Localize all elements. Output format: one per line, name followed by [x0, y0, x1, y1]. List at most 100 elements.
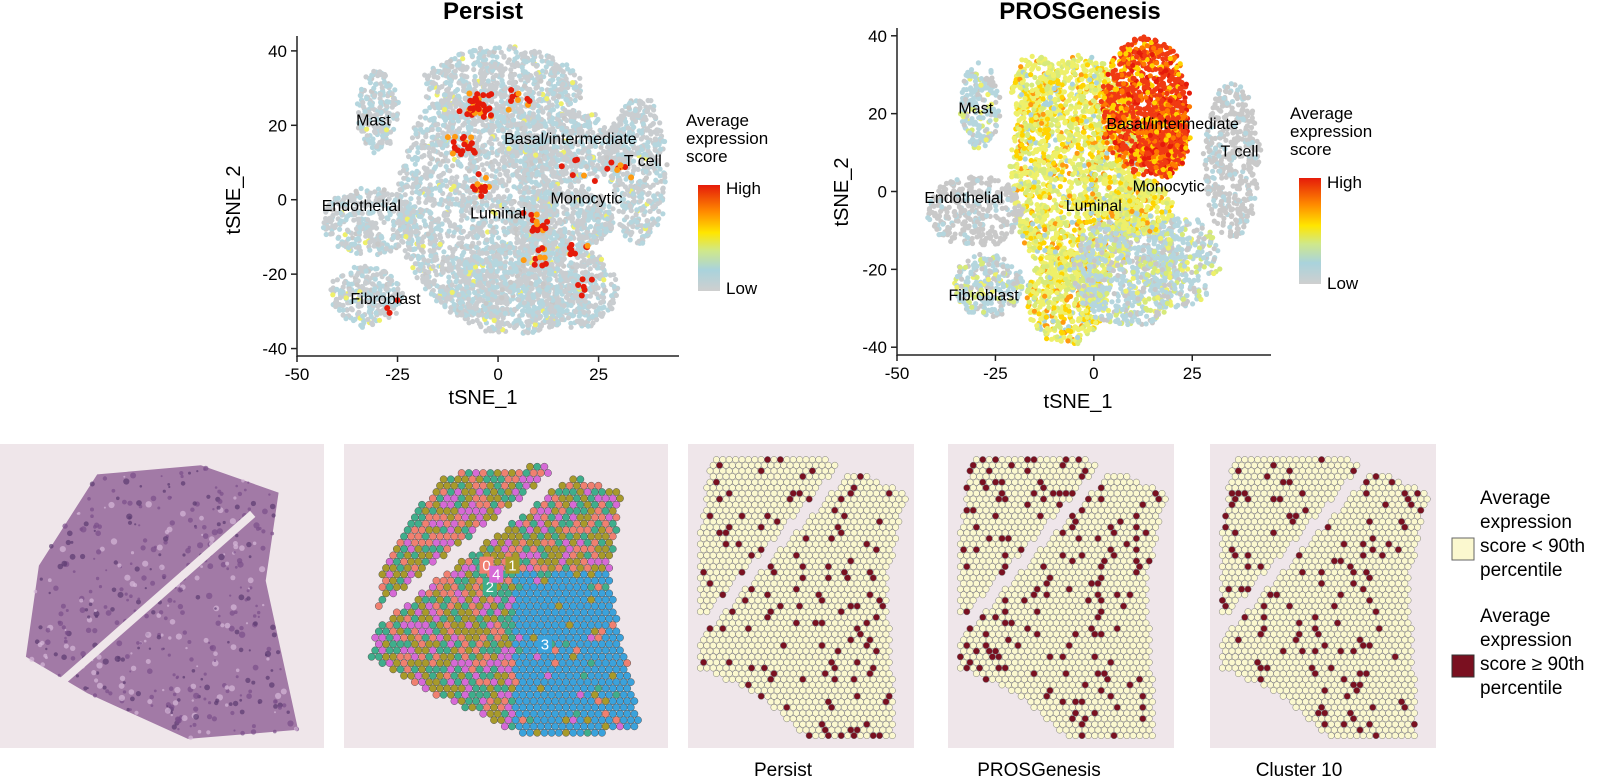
tsne-point [471, 66, 477, 73]
tsne-point [494, 268, 500, 274]
tsne-point [507, 250, 513, 256]
tsne-point [520, 241, 526, 247]
tsne-point [586, 155, 592, 161]
tsne-point [489, 141, 495, 147]
tsne-point [427, 153, 433, 159]
tsne-point [408, 196, 414, 202]
tsne-point [516, 249, 522, 255]
tsne-point [634, 207, 640, 213]
tsne-point [449, 289, 455, 295]
tsne-point [536, 300, 543, 306]
tsne-point [645, 139, 651, 145]
tsne-point [447, 168, 453, 174]
tsne-point [444, 183, 450, 189]
tsne-point [576, 313, 582, 319]
tsne-point [415, 149, 421, 155]
tsne-point [518, 320, 524, 327]
tsne-point [638, 130, 645, 136]
tsne-point [408, 145, 415, 151]
tsne-point [595, 162, 601, 168]
tsne-point [562, 275, 568, 281]
tsne-point [572, 293, 578, 299]
tsne-point [453, 88, 459, 94]
tsne-point [576, 231, 582, 238]
tsne-point [494, 105, 500, 111]
tsne-point [543, 195, 549, 201]
tsne-point [472, 254, 478, 260]
tsne-point [438, 227, 444, 233]
tsne-point [405, 177, 411, 183]
tsne-point [658, 193, 664, 199]
tsne-point [575, 178, 582, 184]
tsne-point [634, 219, 640, 225]
tsne-point [486, 191, 493, 197]
tsne-point [423, 199, 429, 205]
tsne-point [483, 257, 489, 263]
tsne-point [502, 269, 508, 275]
tsne-point [546, 60, 552, 66]
tsne-point [447, 179, 453, 185]
tsne-point [499, 295, 505, 301]
tsne-point [426, 209, 433, 215]
tsne-point [575, 298, 581, 304]
tsne-point [475, 282, 481, 288]
tsne-point [448, 294, 454, 300]
tsne-point [542, 310, 548, 316]
tsne-point [583, 164, 590, 170]
tsne-point [430, 202, 436, 208]
tsne-point [609, 147, 615, 153]
tsne-point [520, 68, 526, 74]
tsne-point [525, 303, 531, 309]
tsne-point [581, 225, 587, 231]
tsne-point [535, 310, 542, 316]
tsne-point [466, 320, 472, 326]
tsne-point [558, 152, 564, 158]
tsne-point [438, 98, 445, 104]
tsne-point [604, 216, 611, 222]
tsne-point [549, 102, 555, 108]
tsne-point [475, 268, 481, 274]
tsne-point [466, 168, 472, 174]
tsne-point [421, 152, 427, 159]
tsne-point [519, 196, 525, 202]
tsne-point [424, 166, 430, 172]
tsne-point [623, 110, 629, 116]
tsne-point [641, 183, 647, 190]
tsne-point [504, 229, 510, 236]
tsne-point [595, 285, 601, 291]
tsne-point [507, 323, 513, 329]
tsne-point [526, 189, 532, 195]
tsne-point [474, 143, 480, 149]
tsne-point [493, 101, 499, 107]
tsne-point [650, 182, 656, 188]
tsne-point [652, 113, 658, 119]
tsne-point [485, 291, 491, 297]
tsne-point [499, 77, 505, 84]
tsne-point [437, 162, 443, 168]
tsne-point [463, 207, 469, 214]
tsne-point [479, 162, 485, 168]
tsne-point [471, 159, 477, 165]
tsne-point [541, 275, 547, 281]
tsne-point [513, 226, 519, 232]
tsne-point [589, 112, 595, 118]
tsne-point [627, 203, 633, 209]
tsne-point [607, 272, 614, 278]
tsne-point [412, 269, 418, 275]
tsne-point [502, 310, 508, 316]
tsne-point [421, 257, 427, 263]
tsne-point [491, 317, 497, 323]
tsne-point [466, 304, 472, 310]
tsne-point [449, 282, 455, 288]
tsne-point [652, 203, 658, 209]
tsne-point [442, 304, 448, 310]
tsne-point [547, 276, 553, 282]
tsne-point [490, 297, 496, 303]
tsne-point [482, 306, 488, 312]
tsne-point [542, 204, 549, 210]
tsne-point [489, 173, 495, 179]
tsne-point [458, 163, 464, 169]
tsne-point [590, 284, 597, 290]
tsne-point [428, 227, 434, 234]
tsne-point [416, 256, 422, 262]
